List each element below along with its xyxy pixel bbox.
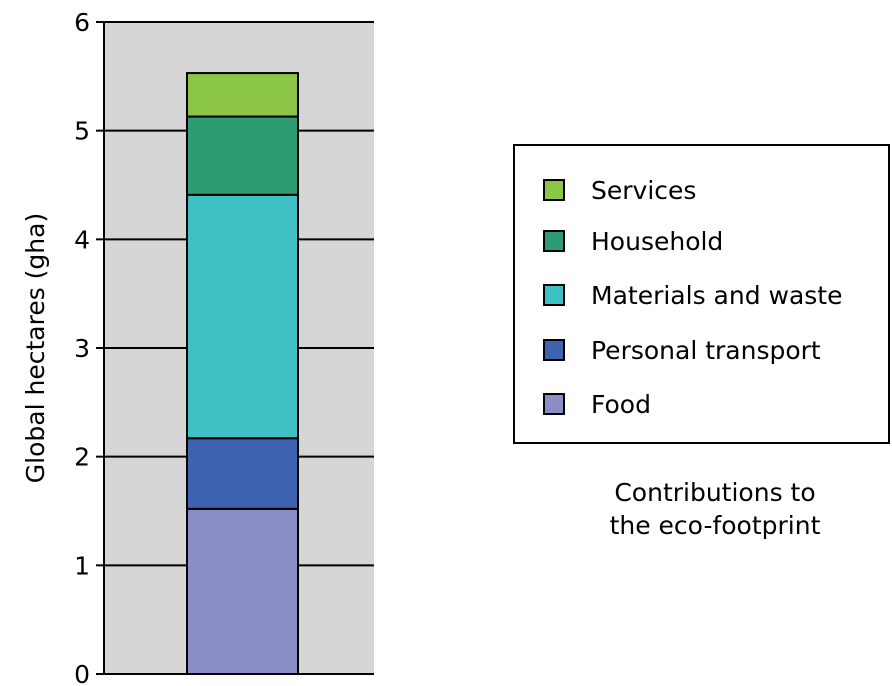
- bar-segment-food: [186, 507, 299, 675]
- legend-item-personal-transport: Personal transport: [543, 335, 821, 365]
- plot-area: 0 1 2 3 4 5 6: [74, 8, 374, 686]
- legend-item-services: Services: [543, 175, 696, 205]
- legend-swatch-household: [543, 230, 565, 252]
- bar-segment-household: [186, 115, 299, 196]
- legend-label-services: Services: [591, 175, 697, 205]
- y-tick-label: 5: [74, 117, 90, 146]
- bar-segment-personal-transport: [186, 437, 299, 510]
- legend-item-household: Household: [543, 226, 723, 256]
- y-axis-title: Global hectares (gha): [21, 213, 50, 483]
- legend-item-materials-and-waste: Materials and waste: [543, 280, 843, 310]
- y-tick-label: 0: [74, 660, 90, 686]
- legend-swatch-services: [543, 179, 565, 201]
- caption-line-2: the eco-footprint: [609, 511, 821, 540]
- legend-label-personal-transport: Personal transport: [591, 335, 821, 365]
- bar-segment-materials-and-waste: [186, 193, 299, 440]
- bar-segment-services: [186, 72, 299, 118]
- legend-label-household: Household: [591, 226, 724, 256]
- y-tick-label: 1: [74, 551, 90, 580]
- legend-swatch-personal-transport: [543, 339, 565, 361]
- y-tick-label: 6: [74, 8, 90, 37]
- chart-caption: Contributions to the eco-footprint: [560, 476, 870, 542]
- legend-swatch-food: [543, 393, 565, 415]
- legend-label-food: Food: [591, 389, 651, 419]
- legend-label-materials-and-waste: Materials and waste: [591, 280, 843, 310]
- legend-swatch-materials-and-waste: [543, 284, 565, 306]
- caption-line-1: Contributions to: [614, 478, 816, 507]
- y-tick-label: 4: [74, 225, 90, 254]
- legend: Services Household Materials and waste P…: [513, 144, 890, 444]
- legend-item-food: Food: [543, 389, 651, 419]
- y-tick-label: 2: [74, 443, 90, 472]
- y-tick-label: 3: [74, 334, 90, 363]
